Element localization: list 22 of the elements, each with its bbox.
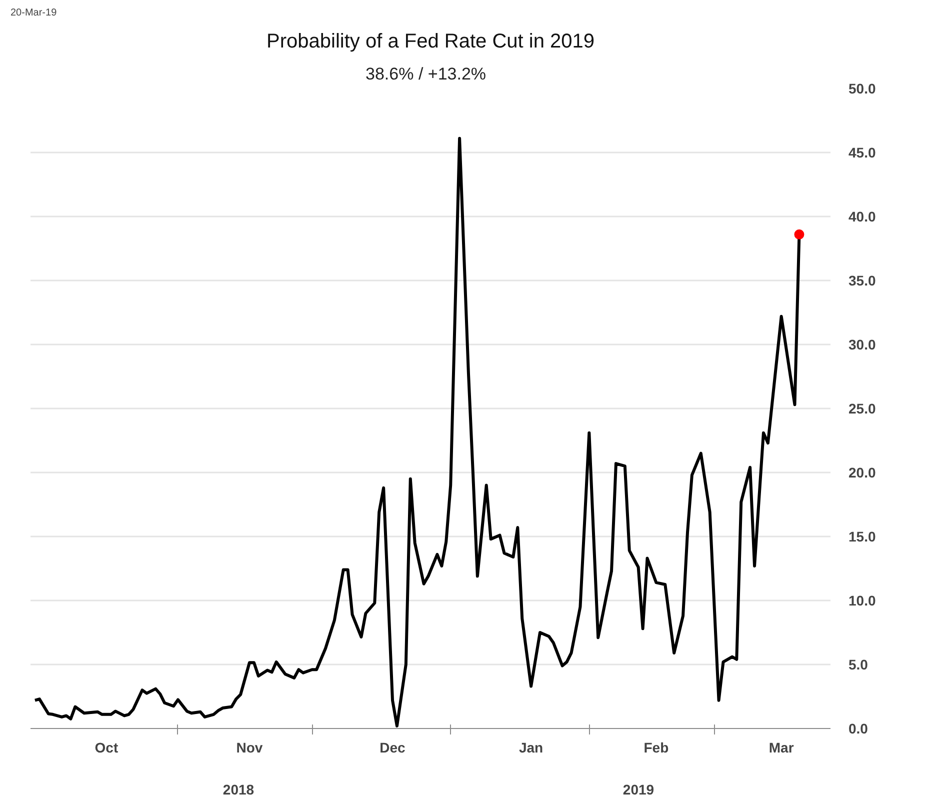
x-tick-label: Nov (236, 740, 263, 756)
x-tick-label: Jan (518, 740, 544, 756)
y-tick-label: 10.0 (848, 592, 876, 608)
text: 20-Mar-19 (10, 8, 58, 18)
chart-title: Probability of a Fed Rate Cut in 2019 (266, 30, 594, 52)
y-tick-label: 30.0 (848, 336, 876, 352)
y-tick-label: 50.0 (848, 80, 876, 96)
x-tick-label: Oct (94, 740, 118, 756)
x-tick-label: Dec (380, 740, 406, 756)
y-tick-label: 15.0 (848, 528, 876, 544)
chart-subtitle: 38.6% / +13.2% (366, 64, 486, 84)
text: 2018 (222, 782, 254, 798)
x-tick-label: Feb (644, 740, 669, 756)
y-tick-label: 40.0 (848, 208, 876, 224)
y-tick-label: 45.0 (848, 144, 876, 160)
x-tick-label: Mar (768, 740, 794, 756)
y-tick-label: 0.0 (848, 720, 868, 736)
y-tick-label: 25.0 (848, 400, 876, 416)
text: 2019 (622, 782, 654, 798)
y-tick-label: 20.0 (848, 464, 876, 480)
y-tick-label: 5.0 (848, 656, 868, 672)
y-tick-label: 35.0 (848, 272, 876, 288)
